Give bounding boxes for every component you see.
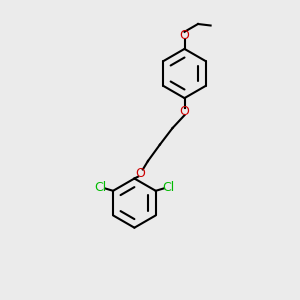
Text: O: O (180, 29, 189, 42)
Text: O: O (136, 167, 145, 180)
Text: O: O (180, 105, 189, 118)
Text: Cl: Cl (94, 181, 106, 194)
Text: Cl: Cl (162, 181, 174, 194)
